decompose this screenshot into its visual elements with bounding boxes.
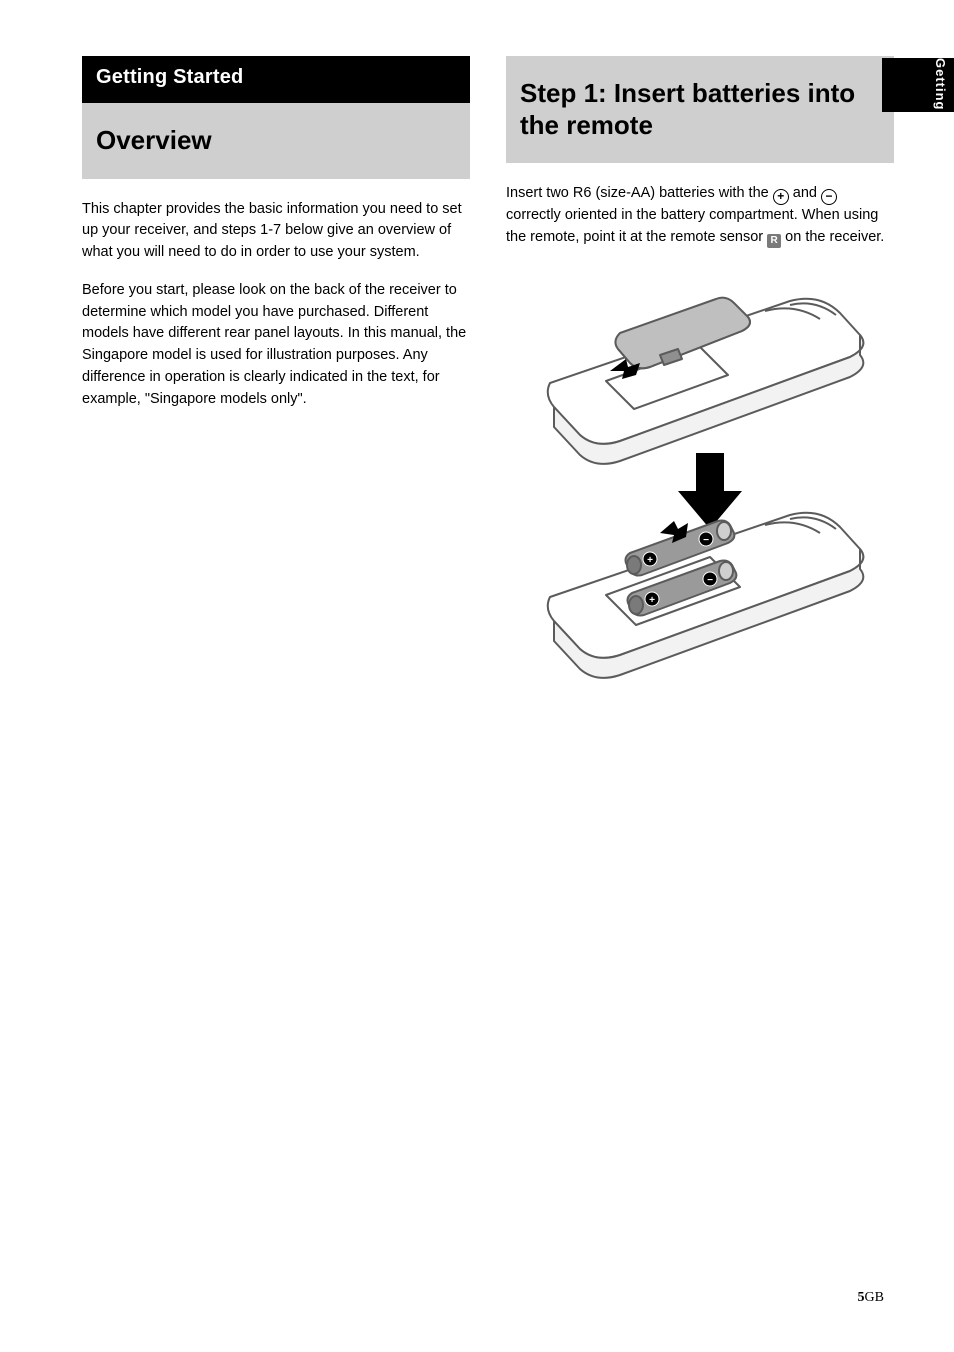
svg-text:−: −: [707, 575, 713, 586]
svg-text:+: +: [647, 555, 653, 566]
svg-text:−: −: [703, 535, 709, 546]
step-body: Insert two R6 (size-AA) batteries with t…: [506, 183, 894, 249]
minus-symbol-icon: −: [821, 189, 837, 205]
step-band: Step 1: Insert batteries into the remote: [506, 56, 894, 163]
section-title: Overview: [96, 125, 456, 157]
side-tab-label: Getting Started: [930, 58, 948, 167]
plus-symbol-icon: +: [773, 189, 789, 205]
overview-para-1: This chapter provides the basic informat…: [82, 199, 470, 264]
battery-insert-diagram: + − + −: [506, 263, 894, 683]
page-number: 5GB: [858, 1290, 884, 1306]
left-column: Getting Started Overview This chapter pr…: [82, 56, 470, 688]
remote-sensor-icon: R: [767, 234, 781, 248]
step-text: Insert two R6 (size-AA) batteries with t…: [506, 183, 894, 249]
section-band: Overview: [82, 103, 470, 179]
svg-text:+: +: [649, 595, 655, 606]
right-column: Step 1: Insert batteries into the remote…: [506, 56, 894, 688]
chapter-title: Getting Started: [96, 66, 456, 89]
chapter-band: Getting Started: [82, 56, 470, 103]
step-title: Step 1: Insert batteries into the remote: [520, 78, 880, 141]
overview-para-2: Before you start, please look on the bac…: [82, 280, 470, 411]
overview-body: This chapter provides the basic informat…: [82, 199, 470, 411]
